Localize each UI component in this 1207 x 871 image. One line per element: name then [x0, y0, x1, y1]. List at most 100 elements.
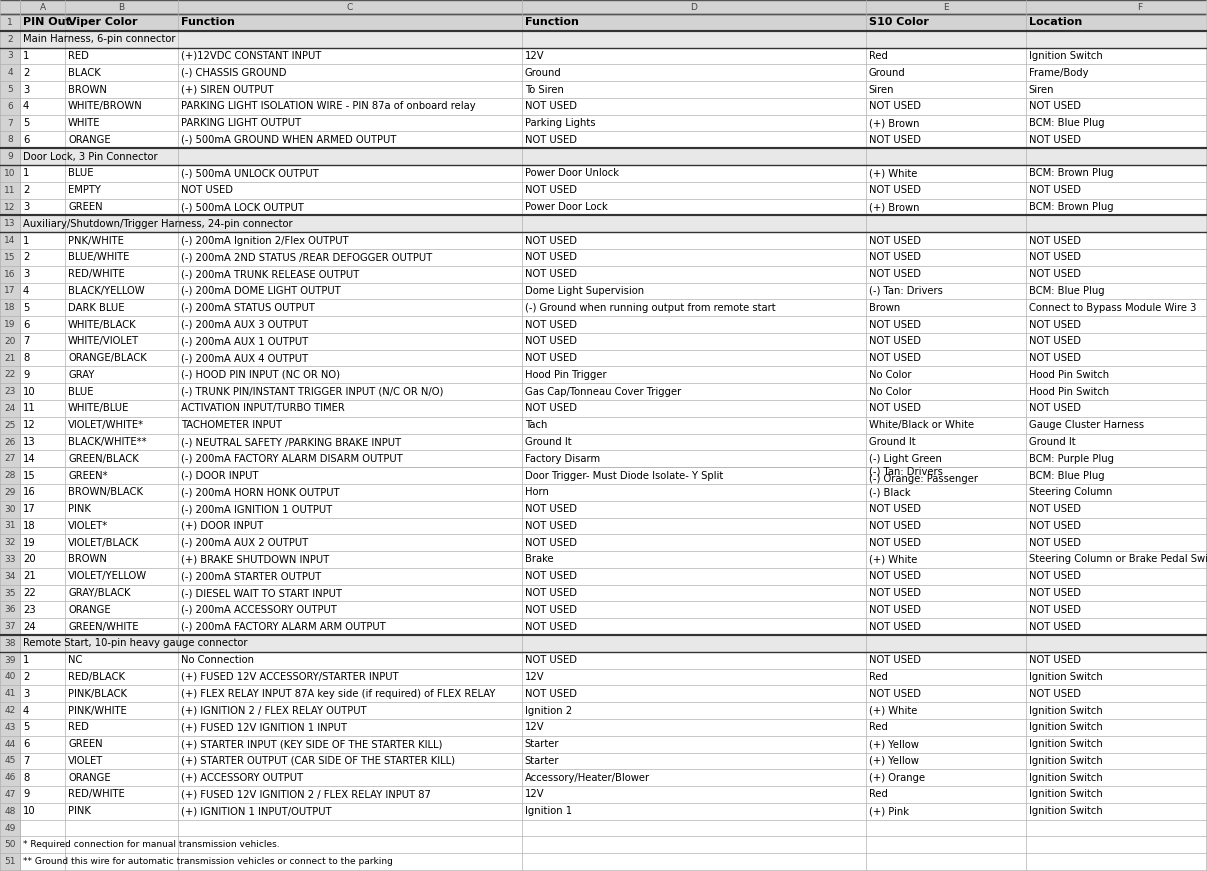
Bar [21, 0, 1206, 14]
Text: Gauge Cluster Harness: Gauge Cluster Harness [1028, 420, 1144, 430]
Text: NOT USED: NOT USED [869, 101, 921, 111]
Bar [21, 769, 1206, 787]
Bar [21, 434, 1206, 450]
Text: 6: 6 [7, 102, 13, 111]
Bar [21, 602, 1206, 618]
Text: NOT USED: NOT USED [525, 336, 577, 347]
Text: 6: 6 [23, 320, 29, 329]
Text: 12V: 12V [525, 51, 544, 61]
Text: Siren: Siren [869, 84, 894, 95]
Text: Door Trigger- Must Diode Isolate- Y Split: Door Trigger- Must Diode Isolate- Y Spli… [525, 470, 723, 481]
Text: (+) DOOR INPUT: (+) DOOR INPUT [181, 521, 263, 531]
Text: (-) 200mA STARTER OUTPUT: (-) 200mA STARTER OUTPUT [181, 571, 321, 581]
Text: Gas Cap/Tonneau Cover Trigger: Gas Cap/Tonneau Cover Trigger [525, 387, 681, 396]
Text: BCM: Blue Plug: BCM: Blue Plug [1028, 286, 1104, 296]
Text: VIOLET/WHITE*: VIOLET/WHITE* [68, 420, 144, 430]
Text: RED: RED [68, 722, 89, 733]
Text: D: D [690, 3, 698, 11]
Bar [21, 300, 1206, 316]
Text: 42: 42 [5, 706, 16, 715]
Text: 2: 2 [23, 68, 29, 78]
Text: 4: 4 [23, 706, 29, 716]
Text: NOT USED: NOT USED [1028, 135, 1080, 145]
Text: Function: Function [525, 17, 578, 27]
Text: 1: 1 [23, 235, 29, 246]
Text: Ignition Switch: Ignition Switch [1028, 773, 1102, 783]
Text: 10: 10 [23, 807, 36, 816]
Text: 20: 20 [5, 337, 16, 346]
Text: Parking Lights: Parking Lights [525, 118, 595, 128]
Text: Starter: Starter [525, 739, 559, 749]
Bar [21, 333, 1206, 349]
Text: Red: Red [869, 672, 887, 682]
Text: 12V: 12V [525, 722, 544, 733]
Text: NOT USED: NOT USED [1028, 504, 1080, 514]
Text: BCM: Brown Plug: BCM: Brown Plug [1028, 202, 1113, 212]
Bar [0, 0, 21, 871]
Text: VIOLET/BLACK: VIOLET/BLACK [68, 537, 140, 548]
Text: NOT USED: NOT USED [869, 353, 921, 363]
Text: NOT USED: NOT USED [1028, 235, 1080, 246]
Text: ** Ground this wire for automatic transmission vehicles or connect to the parkin: ** Ground this wire for automatic transm… [23, 857, 392, 866]
Text: NOT USED: NOT USED [869, 521, 921, 531]
Text: Ignition Switch: Ignition Switch [1028, 706, 1102, 716]
Text: (-) 200mA AUX 3 OUTPUT: (-) 200mA AUX 3 OUTPUT [181, 320, 308, 329]
Text: Ignition Switch: Ignition Switch [1028, 756, 1102, 766]
Text: 43: 43 [5, 723, 16, 732]
Text: 10: 10 [5, 169, 16, 178]
Text: B: B [118, 3, 124, 11]
Bar [21, 836, 1206, 854]
Text: VIOLET/YELLOW: VIOLET/YELLOW [68, 571, 147, 581]
Text: NOT USED: NOT USED [1028, 353, 1080, 363]
Text: 5: 5 [23, 118, 29, 128]
Text: (+) White: (+) White [869, 555, 917, 564]
Bar [21, 282, 1206, 300]
Text: Connect to Bypass Module Wire 3: Connect to Bypass Module Wire 3 [1028, 303, 1196, 313]
Text: 2: 2 [23, 672, 29, 682]
Text: 9: 9 [23, 789, 29, 800]
Text: NOT USED: NOT USED [1028, 320, 1080, 329]
Text: NOT USED: NOT USED [525, 689, 577, 699]
Text: 17: 17 [23, 504, 36, 514]
Text: EMPTY: EMPTY [68, 186, 101, 195]
Text: Auxiliary/Shutdown/Trigger Harness, 24-pin connector: Auxiliary/Shutdown/Trigger Harness, 24-p… [23, 219, 292, 229]
Bar [21, 854, 1206, 870]
Text: PINK: PINK [68, 807, 91, 816]
Text: PINK: PINK [68, 504, 91, 514]
Text: (-) CHASSIS GROUND: (-) CHASSIS GROUND [181, 68, 286, 78]
Text: (-) 200mA STATUS OUTPUT: (-) 200mA STATUS OUTPUT [181, 303, 315, 313]
Text: (+) FUSED 12V ACCESSORY/STARTER INPUT: (+) FUSED 12V ACCESSORY/STARTER INPUT [181, 672, 398, 682]
Text: S10 Color: S10 Color [869, 17, 928, 27]
Text: BCM: Purple Plug: BCM: Purple Plug [1028, 454, 1114, 463]
Text: GREEN/WHITE: GREEN/WHITE [68, 622, 139, 631]
Bar [21, 30, 1206, 48]
Bar [21, 568, 1206, 584]
Text: 8: 8 [23, 353, 29, 363]
Text: F: F [1137, 3, 1142, 11]
Bar [21, 736, 1206, 753]
Text: 45: 45 [5, 756, 16, 766]
Text: 8: 8 [7, 135, 13, 145]
Text: Horn: Horn [525, 488, 548, 497]
Text: NOT USED: NOT USED [1028, 521, 1080, 531]
Text: 36: 36 [5, 605, 16, 614]
Text: NOT USED: NOT USED [869, 604, 921, 615]
Text: 4: 4 [23, 101, 29, 111]
Text: 3: 3 [7, 51, 13, 60]
Text: NOT USED: NOT USED [1028, 336, 1080, 347]
Text: Function: Function [181, 17, 234, 27]
Text: BLACK: BLACK [68, 68, 101, 78]
Bar [21, 98, 1206, 115]
Bar [21, 64, 1206, 81]
Text: 1: 1 [23, 168, 29, 179]
Text: Brake: Brake [525, 555, 553, 564]
Text: (+) Brown: (+) Brown [869, 202, 919, 212]
Text: 46: 46 [5, 773, 16, 782]
Bar [21, 316, 1206, 333]
Text: (+) STARTER INPUT (KEY SIDE OF THE STARTER KILL): (+) STARTER INPUT (KEY SIDE OF THE START… [181, 739, 442, 749]
Text: RED: RED [68, 51, 89, 61]
Text: PARKING LIGHT ISOLATION WIRE - PIN 87a of onboard relay: PARKING LIGHT ISOLATION WIRE - PIN 87a o… [181, 101, 476, 111]
Text: 33: 33 [5, 555, 16, 564]
Text: Tach: Tach [525, 420, 547, 430]
Text: 28: 28 [5, 471, 16, 480]
